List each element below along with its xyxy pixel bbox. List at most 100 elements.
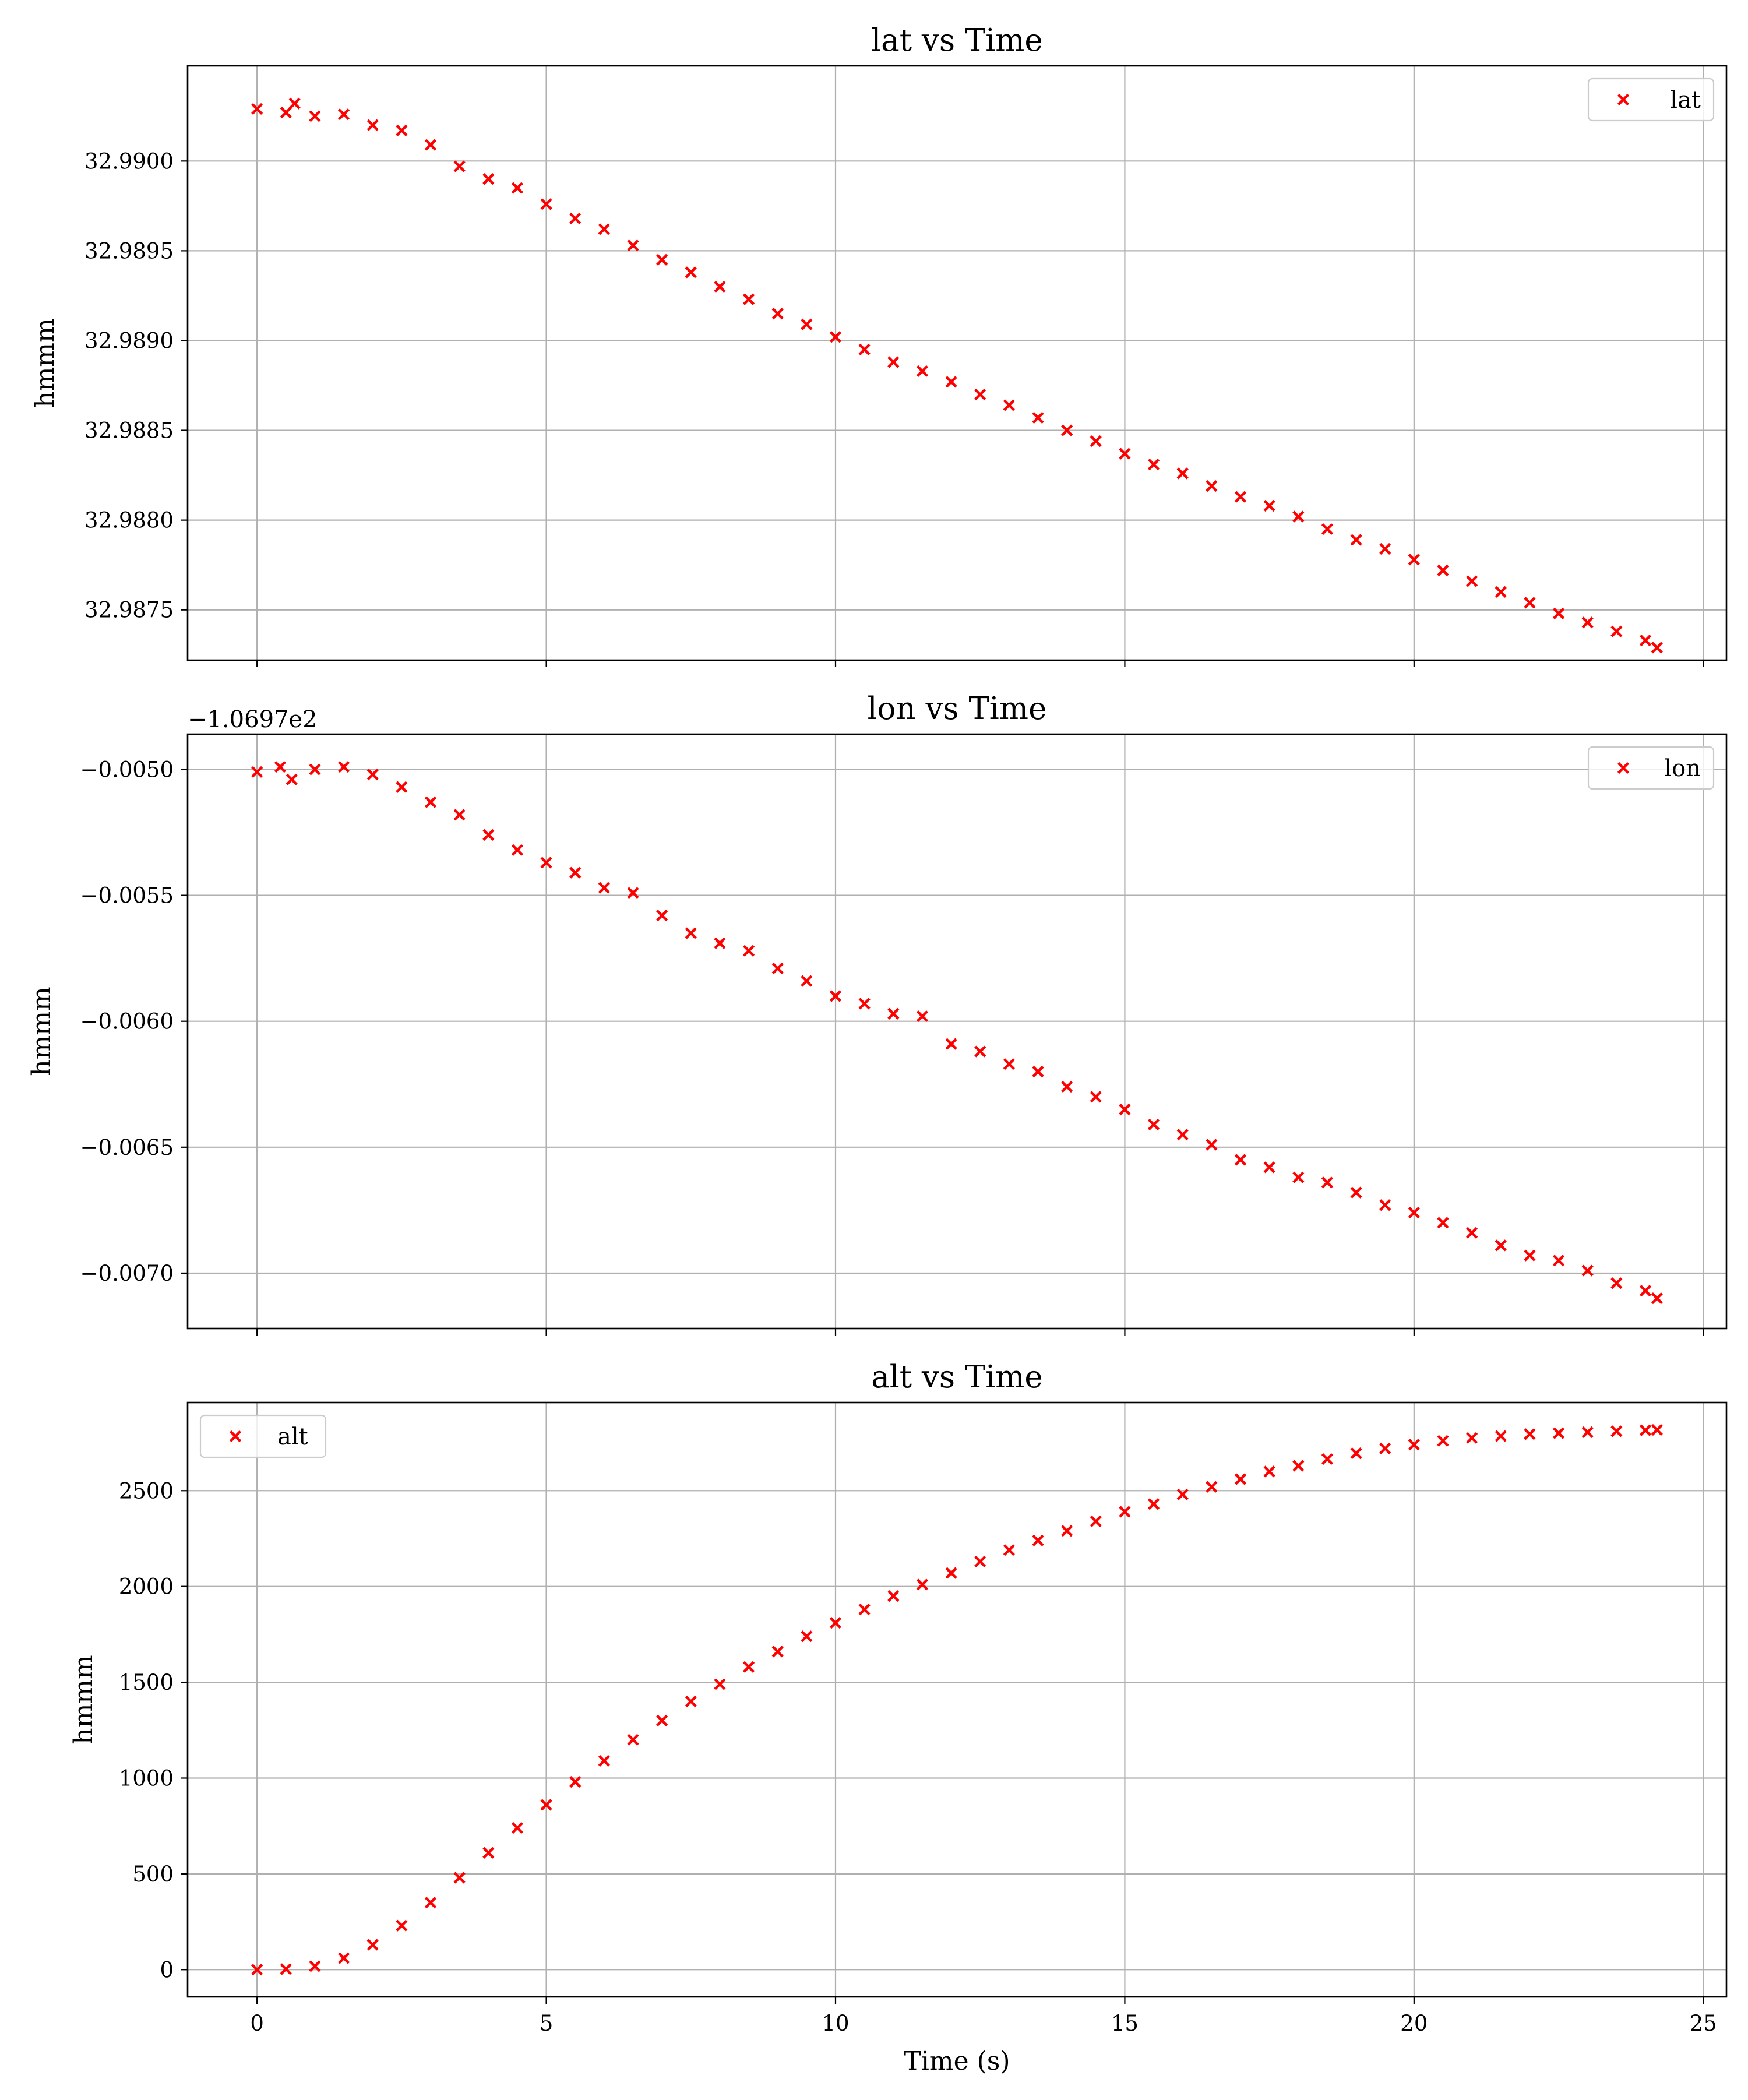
legend-label: lon <box>1664 755 1701 782</box>
data-point <box>274 761 286 773</box>
legend-marker <box>229 1430 242 1443</box>
y-tick-label: −0.0055 <box>80 883 174 908</box>
data-point <box>685 927 697 939</box>
data-point <box>251 103 263 115</box>
series-0 <box>251 97 1663 654</box>
data-point <box>1379 542 1391 555</box>
data-point <box>1292 510 1305 523</box>
data-point <box>424 139 437 151</box>
data-point <box>974 1045 986 1058</box>
data-point <box>424 796 437 808</box>
data-point <box>251 1964 263 1976</box>
y-tick-label: 32.9880 <box>84 508 174 533</box>
legend-label: lat <box>1670 87 1701 114</box>
legend-marker <box>1617 93 1630 106</box>
data-point <box>656 1714 668 1726</box>
data-point <box>1581 616 1594 629</box>
axes-frame <box>186 65 1728 661</box>
data-point <box>858 998 871 1010</box>
data-point <box>1263 1465 1275 1478</box>
data-point <box>945 1038 957 1050</box>
data-point <box>627 887 639 899</box>
chart-title: alt vs Time <box>871 1359 1043 1395</box>
data-point <box>1437 1217 1449 1229</box>
data-point <box>280 107 292 119</box>
data-point <box>1263 1161 1275 1174</box>
data-point <box>974 388 986 401</box>
data-point <box>1147 1498 1160 1510</box>
legend-box <box>199 1414 327 1458</box>
data-point <box>453 160 466 172</box>
y-tick-label: 0 <box>160 1957 174 1982</box>
legend: lon <box>1587 746 1715 790</box>
data-point <box>1090 1515 1102 1527</box>
data-point <box>309 763 321 776</box>
data-point <box>1176 467 1189 480</box>
chart-title: lat vs Time <box>871 23 1043 58</box>
data-point <box>945 1567 957 1579</box>
data-point <box>1090 1091 1102 1103</box>
data-point <box>424 1897 437 1909</box>
data-point <box>1321 523 1334 535</box>
y-tick-label: 32.9900 <box>84 149 174 174</box>
data-point <box>1651 1424 1663 1436</box>
x-tick-label: 15 <box>1111 2011 1139 2036</box>
data-point <box>1495 586 1507 598</box>
data-point <box>540 857 552 869</box>
data-point <box>396 1919 408 1932</box>
data-point <box>1466 575 1478 587</box>
chart-title: lon vs Time <box>868 691 1047 727</box>
data-point <box>598 882 610 894</box>
data-point <box>1552 1255 1565 1267</box>
data-point <box>1176 1488 1189 1500</box>
data-point <box>1292 1460 1305 1472</box>
data-point <box>280 1963 292 1975</box>
data-point <box>1176 1129 1189 1141</box>
data-point <box>1495 1430 1507 1442</box>
legend: alt <box>199 1414 327 1458</box>
data-point <box>887 1590 900 1602</box>
data-point <box>1321 1453 1334 1465</box>
data-point <box>1651 642 1663 654</box>
data-point <box>1495 1239 1507 1252</box>
y-tick-label: −0.0070 <box>80 1261 174 1286</box>
data-point <box>1206 1481 1218 1493</box>
legend: lat <box>1587 77 1715 122</box>
data-point <box>288 97 301 110</box>
y-axis-label: hmmm <box>30 318 60 408</box>
legend-box <box>1587 746 1715 790</box>
data-point <box>656 253 668 266</box>
y-tick-label: 32.9885 <box>84 418 174 443</box>
axes-frame <box>186 733 1728 1330</box>
y-tick-label: 32.9890 <box>84 328 174 353</box>
data-point <box>742 945 755 957</box>
data-point <box>1437 1435 1449 1447</box>
data-point <box>1147 459 1160 471</box>
data-point <box>366 119 379 131</box>
data-point <box>1032 1534 1044 1546</box>
data-point <box>974 1555 986 1568</box>
data-point <box>598 223 610 235</box>
chart-panel-1: −0.0070 −0.0065 −0.0060 −0.0055 −0.0050 lon v… <box>27 691 1728 1336</box>
data-point <box>1350 534 1362 546</box>
x-tick-label: 10 <box>822 2011 849 2036</box>
data-point <box>511 1821 524 1834</box>
data-point <box>1119 448 1131 460</box>
data-point <box>1639 1285 1652 1297</box>
data-point <box>887 1007 900 1020</box>
data-point <box>1234 1154 1247 1166</box>
data-point <box>685 1695 697 1708</box>
chart-panel-0: 32.9875 32.9880 32.9885 32.9890 32.9895 32.99… <box>30 23 1728 667</box>
data-point <box>829 990 842 1002</box>
y-offset-text: −1.0697e2 <box>188 706 318 733</box>
series-0 <box>251 761 1663 1305</box>
y-tick-label: 1000 <box>119 1766 174 1791</box>
data-point <box>1003 1058 1015 1070</box>
data-point <box>801 975 813 987</box>
y-tick-label: −0.0050 <box>80 757 174 783</box>
data-point <box>396 781 408 793</box>
y-tick-label: −0.0060 <box>80 1009 174 1034</box>
data-point <box>714 1678 726 1690</box>
data-point <box>1408 1439 1420 1451</box>
